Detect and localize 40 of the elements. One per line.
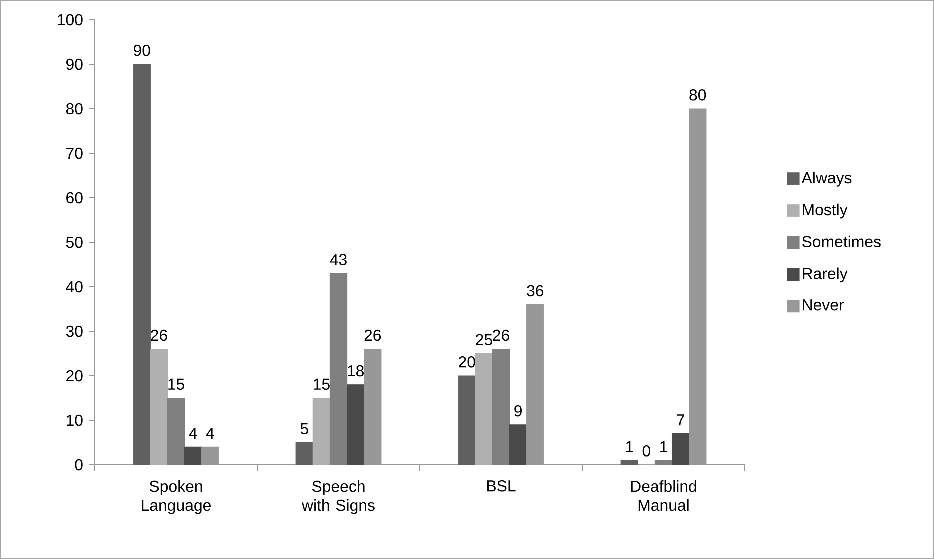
y-tick-label: 100	[58, 14, 83, 26]
y-tick-label: 10	[66, 414, 83, 426]
data-label: 90	[134, 45, 150, 56]
x-tick-label: Deafblind Manual	[631, 480, 696, 512]
y-tick-label: 20	[66, 370, 83, 382]
x-tick-label: BSL	[488, 480, 516, 492]
y-tick-label: 50	[66, 236, 83, 248]
data-label: 4	[206, 428, 214, 439]
data-label: 26	[493, 330, 510, 342]
data-label: 4	[189, 428, 198, 439]
legend-label: Sometimes	[802, 236, 881, 248]
data-label: 26	[364, 330, 382, 342]
data-label: 80	[690, 90, 706, 101]
x-tick-label: Spoken Language	[142, 480, 211, 514]
legend-label: Always	[802, 172, 852, 187]
data-label: 1	[626, 441, 634, 452]
y-tick-label: 60	[66, 192, 83, 204]
data-label: 1	[660, 441, 668, 452]
data-label: 5	[300, 423, 308, 435]
y-tick-label: 90	[66, 58, 83, 70]
y-tick-label: 0	[75, 459, 83, 471]
legend-label: Rarely	[803, 268, 848, 283]
y-tick-label: 70	[66, 148, 83, 160]
data-label: 20	[459, 356, 476, 368]
x-tick-label: Speech with Signs	[302, 480, 375, 514]
data-label: 7	[677, 414, 684, 426]
data-label: 18	[348, 365, 364, 377]
y-tick-label: 40	[66, 281, 83, 293]
data-label: 36	[527, 285, 544, 297]
legend-label: Mostly	[803, 204, 848, 219]
data-label: 25	[476, 334, 492, 346]
data-label: 15	[314, 378, 330, 390]
data-label: 15	[168, 378, 184, 390]
y-tick-label: 30	[66, 326, 83, 338]
data-label: 0	[642, 446, 650, 457]
data-label: 43	[330, 254, 347, 266]
y-tick-label: 80	[66, 103, 83, 115]
data-label: 26	[151, 330, 168, 342]
legend-label: Never	[803, 300, 844, 311]
data-label: 9	[514, 405, 522, 417]
